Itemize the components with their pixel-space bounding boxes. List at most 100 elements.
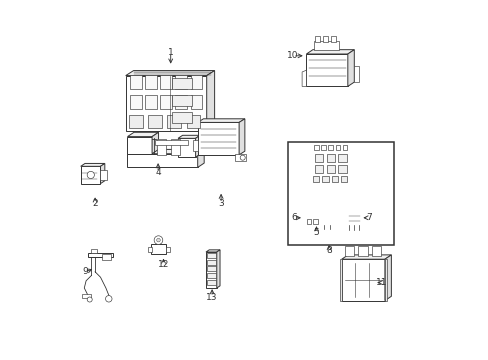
Polygon shape [302,70,306,86]
Bar [82,294,91,298]
Bar [190,75,202,89]
Bar [145,75,156,89]
Bar [178,138,195,157]
Bar [306,54,347,86]
Bar [314,154,323,162]
Polygon shape [206,71,214,131]
Circle shape [156,238,160,242]
Text: 13: 13 [206,292,218,302]
Bar [328,145,332,150]
Bar [304,210,318,220]
Circle shape [240,155,244,160]
Bar [206,253,215,258]
Bar [155,140,187,145]
Bar [287,142,393,245]
Bar [197,122,239,155]
Circle shape [87,297,92,302]
Polygon shape [346,204,366,206]
Polygon shape [239,119,244,155]
Text: 9: 9 [82,267,88,276]
Bar [102,254,111,260]
Bar [171,95,191,106]
Bar [326,165,335,173]
Bar [314,165,323,173]
Bar [127,154,197,167]
Bar [190,95,202,109]
Bar [127,136,152,154]
Polygon shape [178,135,200,138]
Bar [342,145,347,150]
Bar [186,115,200,128]
Polygon shape [310,149,356,153]
Bar [321,145,325,150]
Bar [313,145,318,150]
Bar [206,273,215,278]
Polygon shape [339,259,341,301]
Polygon shape [125,71,214,76]
Bar [371,246,381,256]
Text: 2: 2 [92,199,98,208]
Text: 12: 12 [158,260,169,269]
Text: 10: 10 [287,51,298,60]
Text: 11: 11 [375,278,386,287]
Bar [321,211,333,225]
Bar [160,95,171,109]
Bar [148,115,162,128]
Bar [148,247,151,252]
Polygon shape [195,135,200,157]
Bar [206,266,215,271]
Bar [323,36,328,42]
Bar [235,154,246,161]
Bar [167,115,181,128]
Bar [315,36,320,42]
Bar [206,280,215,285]
Polygon shape [216,250,220,288]
Circle shape [154,236,163,244]
Polygon shape [197,149,204,167]
Text: 6: 6 [291,213,296,222]
Bar [312,176,319,182]
Bar [171,78,191,89]
Polygon shape [362,204,366,225]
Polygon shape [318,207,321,220]
Text: 1: 1 [167,48,173,57]
Bar [313,219,317,224]
Bar [322,176,328,182]
Bar [331,176,337,182]
Bar [166,247,169,252]
Polygon shape [384,259,386,301]
Bar [206,260,215,265]
Bar [175,75,186,89]
Bar [330,36,336,42]
Polygon shape [333,209,336,225]
Bar [313,41,338,50]
Bar [326,154,335,162]
Text: 8: 8 [325,246,331,255]
Bar [340,176,347,182]
Circle shape [105,296,112,302]
Bar [101,170,107,180]
Bar [125,76,206,131]
Text: 4: 4 [155,168,161,177]
Text: 5: 5 [313,228,319,237]
Bar [341,259,384,301]
Bar [130,75,141,89]
Bar [171,139,180,156]
Polygon shape [354,66,358,82]
Polygon shape [341,255,390,259]
Bar [88,253,113,257]
Bar [310,153,350,184]
Bar [171,112,191,123]
Bar [145,95,156,109]
Bar [205,252,216,288]
Polygon shape [81,163,104,166]
Bar [338,154,346,162]
Bar [151,244,166,254]
Polygon shape [384,255,390,301]
Bar [346,206,362,225]
Polygon shape [350,149,356,184]
Circle shape [87,171,94,179]
Polygon shape [127,132,158,136]
Polygon shape [197,119,244,122]
Bar [157,139,165,156]
